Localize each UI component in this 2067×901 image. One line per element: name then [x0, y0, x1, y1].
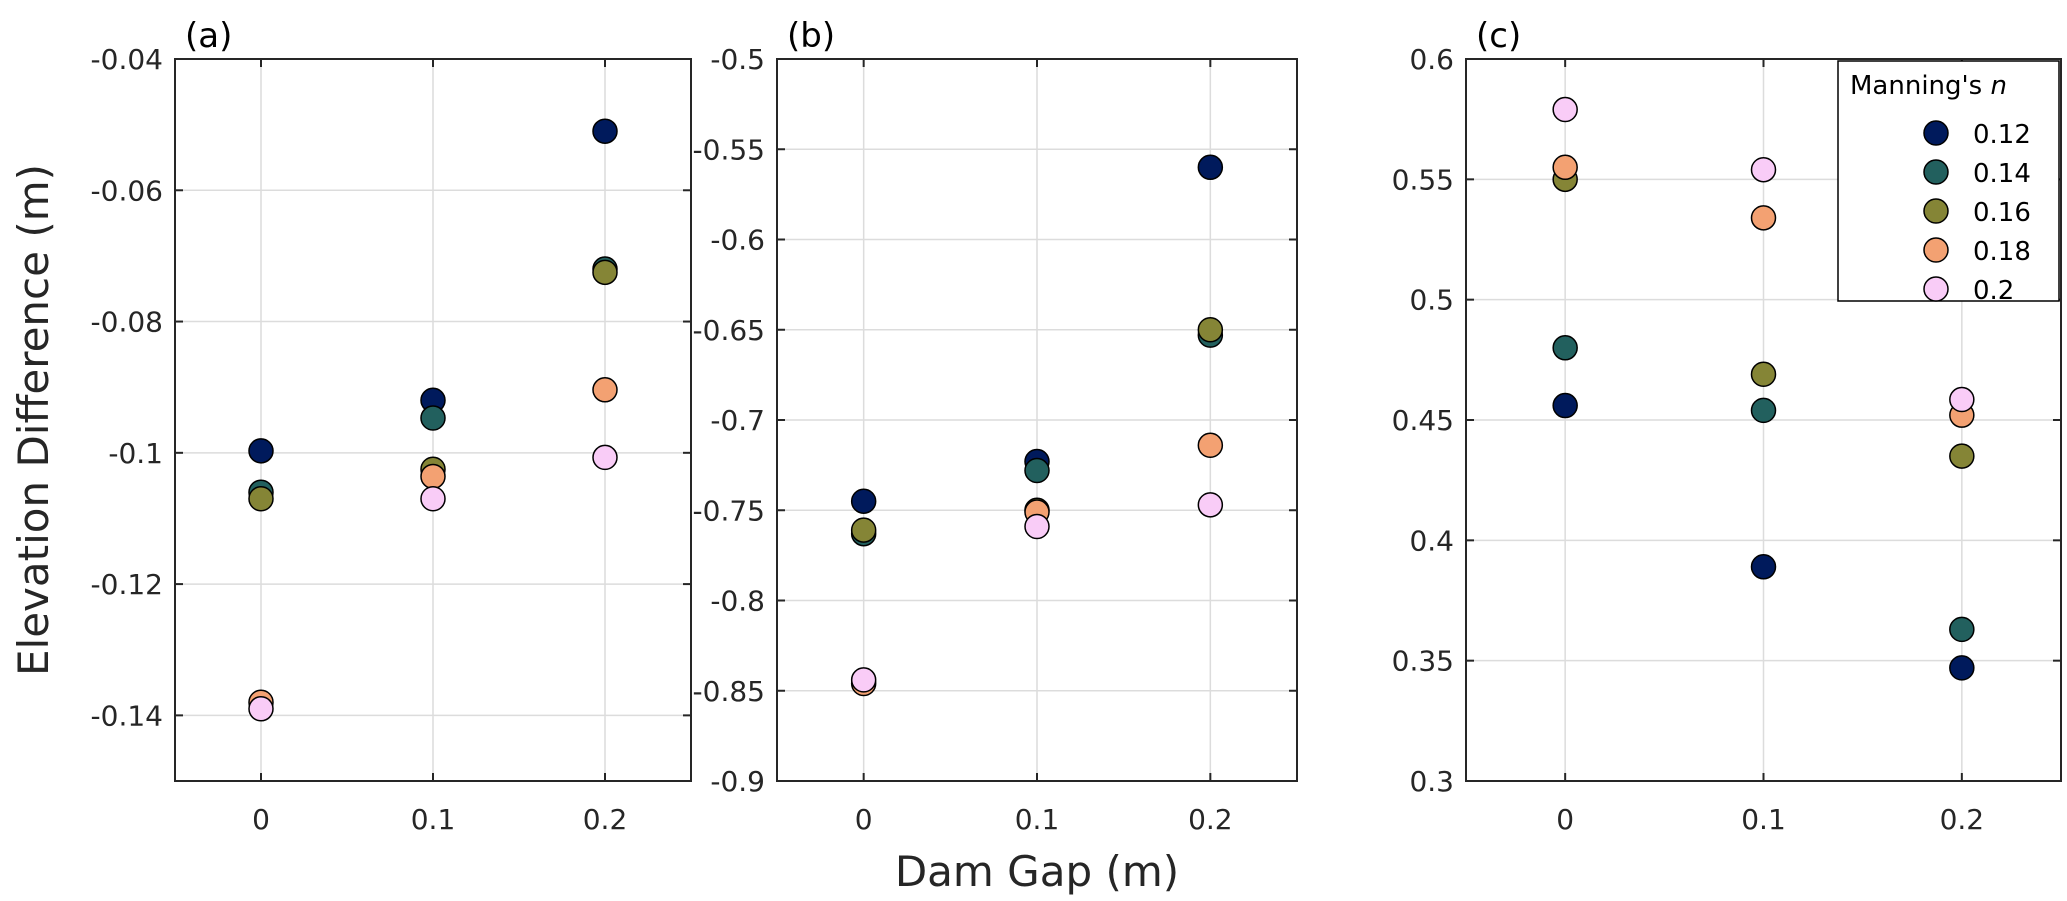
panel-a: -0.14 -0.12 -0.1 -0.08 -0.06 -0.04 0 0.1 0.2 (a)	[91, 16, 692, 836]
y-tick-label: -0.06	[91, 174, 163, 207]
y-tick-label: -0.55	[693, 133, 765, 166]
legend-entry-label: 0.14	[1973, 159, 2031, 189]
y-tick-label: -0.85	[693, 675, 765, 708]
data-point-n0_12	[248, 438, 274, 464]
data-point-n0_18	[1750, 205, 1777, 231]
legend: Manning's n 0.12 0.14 0.16 0.18 0.2	[1837, 60, 2060, 306]
data-point-n0_14	[1750, 397, 1777, 424]
x-tick-label: 0.2	[583, 803, 628, 836]
y-axis-label: Elevation Difference (m)	[9, 164, 58, 676]
data-point-n0_12	[1552, 392, 1578, 419]
data-point-n0_12	[1197, 154, 1224, 181]
y-tick-label: -0.12	[91, 568, 163, 601]
legend-marker	[1923, 120, 1949, 146]
data-point-n0_2	[850, 667, 877, 693]
y-tick-label: -0.9	[710, 765, 765, 798]
x-tick-label: 0.1	[1015, 803, 1060, 836]
x-axis-label: Dam Gap (m)	[895, 847, 1179, 896]
x-tick-label: 0	[855, 803, 873, 836]
legend-marker	[1923, 237, 1949, 263]
axes-box	[776, 58, 1298, 782]
data-point-n0_16	[1750, 361, 1777, 388]
legend-entry-label: 0.16	[1973, 198, 2031, 228]
y-tick-label: 0.45	[1392, 404, 1454, 437]
y-tick-label: -0.04	[91, 43, 163, 76]
data-point-n0_18	[1197, 432, 1224, 459]
legend-marker	[1923, 276, 1949, 302]
y-tick-label: -0.5	[710, 43, 765, 76]
x-tick-label: 0.2	[1940, 803, 1985, 836]
data-point-n0_2	[420, 486, 446, 512]
legend-entry-label: 0.12	[1973, 120, 2031, 150]
data-point-n0_12	[1949, 655, 1975, 681]
data-point-n0_16	[1949, 443, 1975, 469]
x-tick-label: 0.2	[1188, 803, 1233, 836]
legend-entry-label: 0.18	[1973, 237, 2031, 267]
x-tick-label: 0	[252, 803, 270, 836]
data-point-n0_12	[1750, 554, 1777, 580]
data-point-n0_2	[1552, 96, 1578, 123]
y-tick-label: -0.6	[710, 224, 765, 257]
data-point-n0_2	[248, 696, 274, 722]
y-tick-label: -0.75	[693, 494, 765, 527]
data-point-n0_14	[1552, 335, 1578, 361]
y-tick-label: -0.8	[710, 585, 765, 618]
legend-marker	[1923, 159, 1949, 185]
panel-label: (c)	[1476, 16, 1521, 56]
legend-box	[1837, 60, 2060, 302]
panel-label: (a)	[185, 16, 232, 56]
y-tick-label: -0.08	[91, 306, 163, 339]
data-point-n0_14	[1949, 616, 1975, 643]
data-point-n0_12	[850, 488, 877, 514]
y-tick-label: -0.14	[91, 699, 163, 732]
data-point-n0_2	[592, 444, 618, 471]
data-point-n0_16	[850, 517, 877, 543]
y-tick-label: 0.35	[1392, 645, 1454, 678]
data-point-n0_16	[1197, 317, 1224, 343]
data-point-n0_2	[1750, 156, 1777, 183]
y-tick-label: -0.1	[108, 437, 163, 470]
x-tick-label: 0	[1556, 803, 1574, 836]
y-tick-label: -0.65	[693, 314, 765, 347]
panel-label: (b)	[787, 16, 835, 56]
axes-box	[1465, 58, 2062, 782]
y-tick-label: 0.5	[1409, 284, 1454, 317]
data-point-n0_18	[1552, 154, 1578, 181]
data-point-n0_18	[592, 377, 618, 403]
legend-title: Manning's n	[1850, 71, 2007, 101]
data-point-n0_12	[592, 118, 618, 144]
axes-box	[174, 58, 692, 782]
data-point-n0_2	[1024, 513, 1050, 540]
data-point-n0_14	[420, 405, 446, 431]
legend-entry-label: 0.2	[1973, 276, 2014, 306]
y-tick-label: 0.55	[1392, 163, 1454, 196]
legend-title-italic: n	[1991, 71, 2007, 101]
data-point-n0_14	[1024, 457, 1050, 484]
y-tick-label: 0.6	[1409, 43, 1454, 76]
legend-marker	[1923, 198, 1949, 224]
data-point-n0_16	[248, 486, 274, 512]
y-tick-label: 0.4	[1409, 524, 1454, 557]
data-point-n0_18	[420, 463, 446, 490]
y-tick-label: -0.7	[710, 404, 765, 437]
panel-b: -0.9 -0.85 -0.8 -0.75 -0.7 -0.65 -0.6 -0.55 -0.5…	[693, 16, 1298, 836]
x-tick-label: 0.1	[411, 803, 456, 836]
x-tick-label: 0.1	[1741, 803, 1786, 836]
y-tick-label: 0.3	[1409, 765, 1454, 798]
data-point-n0_2	[1949, 386, 1975, 413]
panel-c: 0.3 0.35 0.4 0.45 0.5 0.55 0.6 0 0.1 0.2 (c)	[1392, 16, 2062, 836]
data-point-n0_2	[1197, 492, 1224, 518]
data-point-n0_16	[592, 259, 618, 286]
